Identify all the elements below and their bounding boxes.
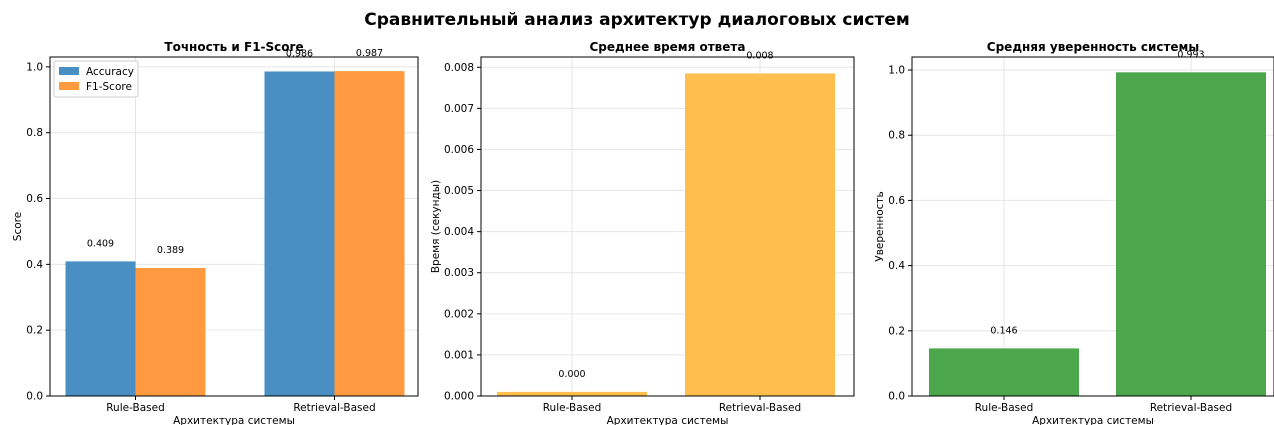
y-tick-label: 1.0: [26, 61, 43, 73]
y-tick-label: 0.8: [888, 130, 905, 142]
bar-accuracy-retrieval-based: [264, 71, 335, 396]
y-tick-label: 0.004: [444, 226, 474, 238]
y-axis-label: Время (секунды): [430, 180, 442, 273]
y-tick-label: 0.4: [26, 259, 43, 271]
chart-panel-3: 0.0 0.2 0.4 0.6 0.8 1.0 0.146 0.993 Rule-Based Re…: [874, 40, 1274, 425]
y-tick-label: 0.000: [444, 391, 474, 403]
data-label: 0.409: [87, 238, 114, 249]
data-label: 0.993: [1177, 49, 1204, 60]
y-tick-label: 0.6: [26, 193, 43, 205]
data-label: 0.008: [746, 50, 773, 61]
x-tick-label: Retrieval-Based: [719, 402, 801, 414]
legend-swatch: [59, 67, 79, 75]
x-axis-label: Архитектура системы: [1032, 415, 1154, 425]
x-tick-label: Rule-Based: [975, 402, 1034, 414]
y-tick-label: 0.6: [888, 195, 905, 207]
y-tick-label: 0.006: [444, 144, 474, 156]
data-label: 0.389: [157, 245, 184, 256]
x-tick-label: Rule-Based: [543, 402, 602, 414]
x-tick-label: Rule-Based: [106, 402, 165, 414]
axes-frame: [49, 56, 419, 397]
bar-f1-score-rule-based: [135, 267, 206, 396]
bar-f1-score-retrieval-based: [334, 71, 405, 396]
bar-value-retrieval-based: [685, 73, 835, 396]
panel-title: Средняя уверенность системы: [987, 40, 1199, 54]
panel-title: Среднее время ответа: [590, 40, 746, 54]
chart-panel-1: 0.0 0.2 0.4 0.6 0.8 1.0 0.409 0.986 0.389 0.987 Ru…: [12, 40, 419, 425]
bar-accuracy-rule-based: [65, 261, 136, 396]
panel-title: Точность и F1-Score: [164, 40, 303, 54]
y-axis-label: Уверенность: [874, 191, 886, 261]
y-tick-label: 1.0: [888, 65, 905, 77]
y-tick-label: 0.002: [444, 308, 474, 320]
y-tick-label: 0.007: [444, 103, 474, 115]
legend-label: F1-Score: [86, 81, 132, 93]
y-axis-label: Score: [12, 212, 24, 241]
legend-swatch: [59, 82, 79, 90]
x-axis-label: Архитектура системы: [173, 415, 295, 425]
y-tick-label: 0.005: [444, 185, 474, 197]
x-axis-label: Архитектура системы: [607, 415, 729, 425]
figure-title: Сравнительный анализ архитектур диалогов…: [364, 10, 910, 30]
y-tick-label: 0.0: [888, 391, 905, 403]
y-tick-label: 0.4: [888, 260, 905, 272]
bar-value-retrieval-based: [1116, 72, 1266, 396]
bar-value-rule-based: [497, 391, 647, 396]
legend-label: Accuracy: [86, 66, 134, 78]
axes-frame: [911, 56, 1274, 397]
data-label: 0.146: [990, 325, 1017, 336]
legend: Accuracy F1-Score: [53, 60, 139, 98]
data-label: 0.986: [286, 48, 313, 59]
y-tick-label: 0.2: [888, 325, 905, 337]
y-tick-label: 0.001: [444, 349, 474, 361]
y-tick-label: 0.0: [26, 391, 43, 403]
x-tick-label: Retrieval-Based: [1150, 402, 1232, 414]
bar-value-rule-based: [929, 348, 1079, 396]
y-tick-label: 0.003: [444, 267, 474, 279]
data-label: 0.000: [558, 369, 585, 380]
data-label: 0.987: [356, 48, 383, 59]
chart-panel-2: 0.000 0.001 0.002 0.003 0.004 0.005 0.006 0.007…: [430, 40, 855, 425]
x-tick-label: Retrieval-Based: [293, 402, 375, 414]
y-tick-label: 0.8: [26, 127, 43, 139]
y-tick-label: 0.2: [26, 325, 43, 337]
y-tick-label: 0.008: [444, 62, 474, 74]
axes-frame: [480, 56, 855, 397]
